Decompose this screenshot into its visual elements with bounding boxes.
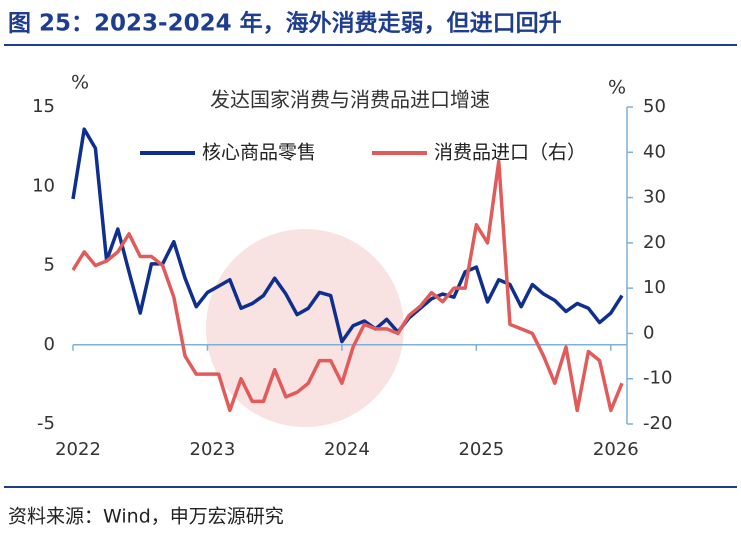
x-tick-label: 2022 — [55, 439, 101, 460]
series-line — [71, 159, 624, 413]
highlight-circle — [206, 229, 404, 427]
y2-tick-label: 50 — [643, 96, 666, 117]
y2-tick-label: -10 — [643, 368, 672, 389]
y2-tick-label: 20 — [643, 232, 666, 253]
y-axis-label: % — [71, 72, 89, 94]
legend-label: 消费品进口（右） — [434, 142, 586, 164]
x-tick-label: 2025 — [458, 439, 504, 460]
y-tick-label: -5 — [37, 413, 55, 434]
legend-label: 核心商品零售 — [202, 142, 316, 164]
y2-tick-label: 40 — [643, 141, 666, 162]
figure-title: 图 25：2023-2024 年，海外消费走弱，但进口回升 — [8, 10, 562, 37]
y-tick-label: 0 — [44, 334, 55, 355]
y-tick-label: 15 — [32, 96, 55, 117]
source-note: 资料来源：Wind，申万宏源研究 — [8, 506, 284, 528]
y-tick-label: 5 — [44, 255, 55, 276]
y2-tick-label: 10 — [643, 277, 666, 298]
y-tick-label: 10 — [32, 175, 55, 196]
x-tick-label: 2023 — [190, 439, 236, 460]
y2-axis-label: % — [608, 77, 626, 99]
chart-title: 发达国家消费与消费品进口增速 — [210, 88, 490, 112]
y2-tick-label: 30 — [643, 187, 666, 208]
x-tick-label: 2024 — [324, 439, 370, 460]
y2-tick-label: 0 — [643, 322, 654, 343]
series-line — [71, 127, 624, 344]
x-tick-label: 2026 — [593, 439, 639, 460]
y2-tick-label: -20 — [643, 413, 672, 434]
